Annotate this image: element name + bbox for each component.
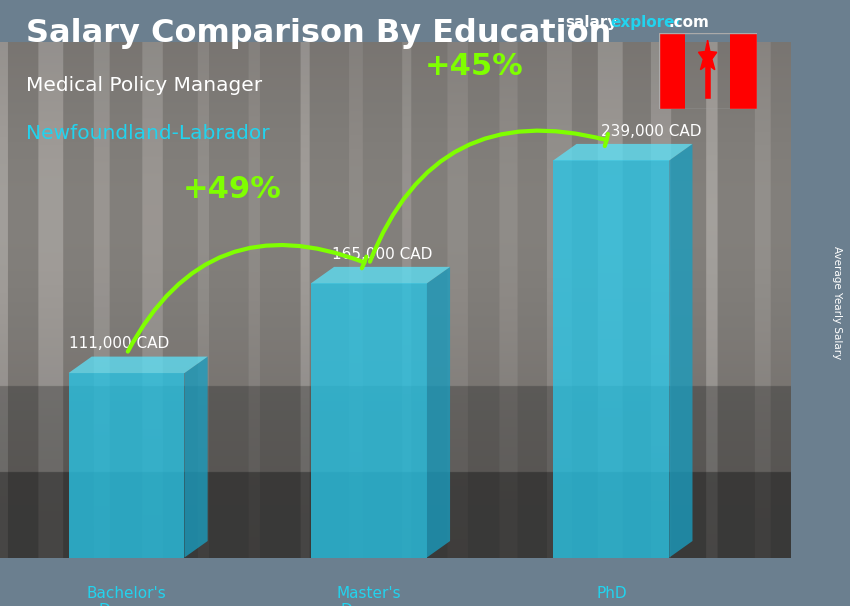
Text: +49%: +49%	[183, 175, 281, 204]
Polygon shape	[184, 356, 207, 558]
Polygon shape	[659, 33, 685, 109]
Polygon shape	[699, 40, 717, 70]
Polygon shape	[553, 161, 669, 558]
Text: Average Yearly Salary: Average Yearly Salary	[832, 247, 842, 359]
Text: +45%: +45%	[425, 52, 524, 81]
Text: Medical Policy Manager: Medical Policy Manager	[26, 76, 262, 95]
Polygon shape	[311, 267, 450, 284]
Text: Bachelor's
Degree: Bachelor's Degree	[87, 586, 167, 606]
Text: 111,000 CAD: 111,000 CAD	[69, 336, 169, 351]
Text: .com: .com	[668, 15, 709, 30]
Text: salary: salary	[565, 15, 618, 30]
Polygon shape	[669, 144, 693, 558]
Polygon shape	[69, 373, 184, 558]
Text: Salary Comparison By Education: Salary Comparison By Education	[26, 18, 611, 49]
Polygon shape	[427, 267, 450, 558]
Text: Newfoundland-Labrador: Newfoundland-Labrador	[26, 124, 269, 143]
Polygon shape	[730, 33, 756, 109]
Polygon shape	[553, 144, 693, 161]
Text: 165,000 CAD: 165,000 CAD	[332, 247, 433, 262]
Text: Master's
Degree: Master's Degree	[337, 586, 401, 606]
Text: PhD: PhD	[596, 586, 626, 601]
Polygon shape	[69, 356, 207, 373]
Text: 239,000 CAD: 239,000 CAD	[601, 124, 701, 139]
Text: explorer: explorer	[610, 15, 683, 30]
Polygon shape	[311, 284, 427, 558]
